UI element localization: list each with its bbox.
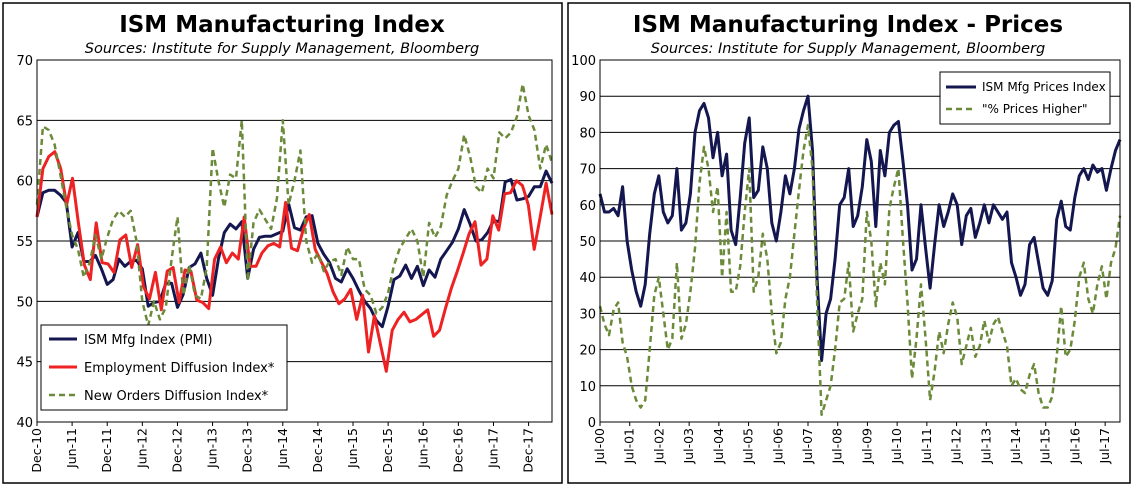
right-series-line-0 (598, 94, 1122, 362)
right-y-tick-label: 80 (579, 126, 596, 141)
left-x-tick-label: Dec-10 (29, 428, 44, 473)
left-x-tick-label: Jun-11 (64, 428, 79, 469)
right-y-tick-label: 40 (579, 271, 596, 286)
left-plot-frame (36, 59, 553, 423)
right-x-tick-label: Jul-15 (1038, 428, 1053, 465)
right-y-tick-label: 90 (579, 90, 596, 105)
legend-label-pmi: ISM Mfg Index (PMI) (84, 333, 213, 348)
right-series-group (598, 94, 1122, 417)
right-x-tick-label: Jul-12 (949, 428, 964, 465)
legend-label-prices-higher: "% Prices Higher" (982, 102, 1088, 116)
right-x-tick-label: Jul-14 (1008, 428, 1023, 465)
left-y-tick-label: 65 (16, 114, 33, 129)
left-y-tick-label: 60 (16, 175, 33, 190)
right-x-tick-label: Jul-11 (919, 428, 934, 465)
left-x-tick-label: Dec-16 (450, 428, 465, 473)
left-legend-box (40, 324, 288, 411)
left-x-tick-label: Jun-16 (415, 428, 430, 469)
left-chart-panel: ISM Manufacturing Index Sources: Institu… (2, 2, 563, 484)
right-x-tick-label: Jul-00 (592, 428, 607, 465)
right-chart-title: ISM Manufacturing Index - Prices (633, 12, 1063, 38)
right-x-tick-label: Jul-04 (711, 428, 726, 465)
legend-label-employment: Employment Diffusion Index* (84, 361, 275, 376)
left-series-line-2 (35, 82, 554, 327)
left-x-tick-label: Jun-17 (485, 428, 500, 469)
legend-label-new-orders: New Orders Diffusion Index* (84, 389, 269, 404)
right-y-tick-label: 20 (579, 344, 596, 359)
right-y-tick-label: 0 (588, 416, 596, 431)
right-legend-box (939, 71, 1111, 125)
right-x-tick-label: Jul-16 (1067, 428, 1082, 465)
right-chart-panel: ISM Manufacturing Index - Prices Sources… (567, 2, 1131, 484)
right-x-tick-label: Jul-05 (741, 428, 756, 465)
left-x-axis-ticks: Dec-10 Jun-11 Dec-11 Jun-12 Dec-12 Jun-13 Dec-… (29, 422, 536, 473)
left-y-tick-label: 40 (16, 416, 33, 431)
left-series-group (35, 82, 554, 373)
right-x-tick-label: Jul-08 (830, 428, 845, 465)
right-x-tick-label: Jul-01 (622, 428, 637, 465)
right-y-tick-label: 60 (579, 199, 596, 214)
right-plot-frame (599, 59, 1121, 423)
right-y-tick-label: 100 (571, 54, 596, 69)
left-y-tick-label: 70 (16, 54, 33, 69)
right-legend: ISM Mfg Prices Index "% Prices Higher" (939, 71, 1111, 125)
left-y-tick-label: 45 (16, 356, 33, 371)
left-x-tick-label: Jun-12 (134, 428, 149, 469)
right-x-tick-label: Jul-13 (978, 428, 993, 465)
left-x-tick-label: Jun-14 (275, 428, 290, 469)
left-y-tick-label: 55 (16, 235, 33, 250)
left-x-tick-label: Dec-13 (240, 428, 255, 473)
right-y-tick-label: 70 (579, 163, 596, 178)
right-chart-subtitle: Sources: Institute for Supply Management… (651, 41, 1045, 57)
right-x-tick-label: Jul-07 (800, 428, 815, 465)
left-x-tick-label: Dec-11 (99, 428, 114, 473)
left-x-tick-label: Jun-15 (345, 428, 360, 469)
left-y-axis-ticks: 40 45 50 55 60 65 70 (16, 54, 33, 431)
left-chart-title: ISM Manufacturing Index (119, 12, 445, 38)
right-x-tick-label: Jul-17 (1097, 428, 1112, 465)
legend-label-prices-index: ISM Mfg Prices Index (982, 80, 1106, 94)
right-x-axis-ticks: Jul-00 Jul-01 Jul-02 Jul-03 Jul-04 Jul-05 Jul-… (592, 422, 1112, 465)
right-series-line-1 (598, 123, 1122, 417)
left-series-line-1 (35, 150, 554, 373)
right-y-axis-ticks: 0 10 20 30 40 50 60 70 80 90 100 (571, 54, 596, 431)
left-x-tick-label: Dec-17 (521, 428, 536, 473)
right-y-tick-label: 10 (579, 380, 596, 395)
left-x-tick-label: Dec-14 (310, 428, 325, 473)
left-chart-subtitle: Sources: Institute for Supply Management… (85, 41, 479, 57)
left-legend: ISM Mfg Index (PMI) Employment Diffusion… (40, 324, 288, 411)
left-x-tick-label: Dec-12 (169, 428, 184, 473)
right-y-tick-label: 30 (579, 307, 596, 322)
left-series-line-0 (35, 169, 554, 329)
right-y-tick-label: 50 (579, 235, 596, 250)
left-x-tick-label: Dec-15 (380, 428, 395, 473)
left-y-tick-label: 50 (16, 295, 33, 310)
right-x-tick-label: Jul-10 (889, 428, 904, 465)
right-x-tick-label: Jul-06 (770, 428, 785, 465)
right-x-tick-label: Jul-03 (681, 428, 696, 465)
right-x-tick-label: Jul-09 (859, 428, 874, 465)
right-x-tick-label: Jul-02 (651, 428, 666, 465)
left-x-tick-label: Jun-13 (205, 428, 220, 469)
